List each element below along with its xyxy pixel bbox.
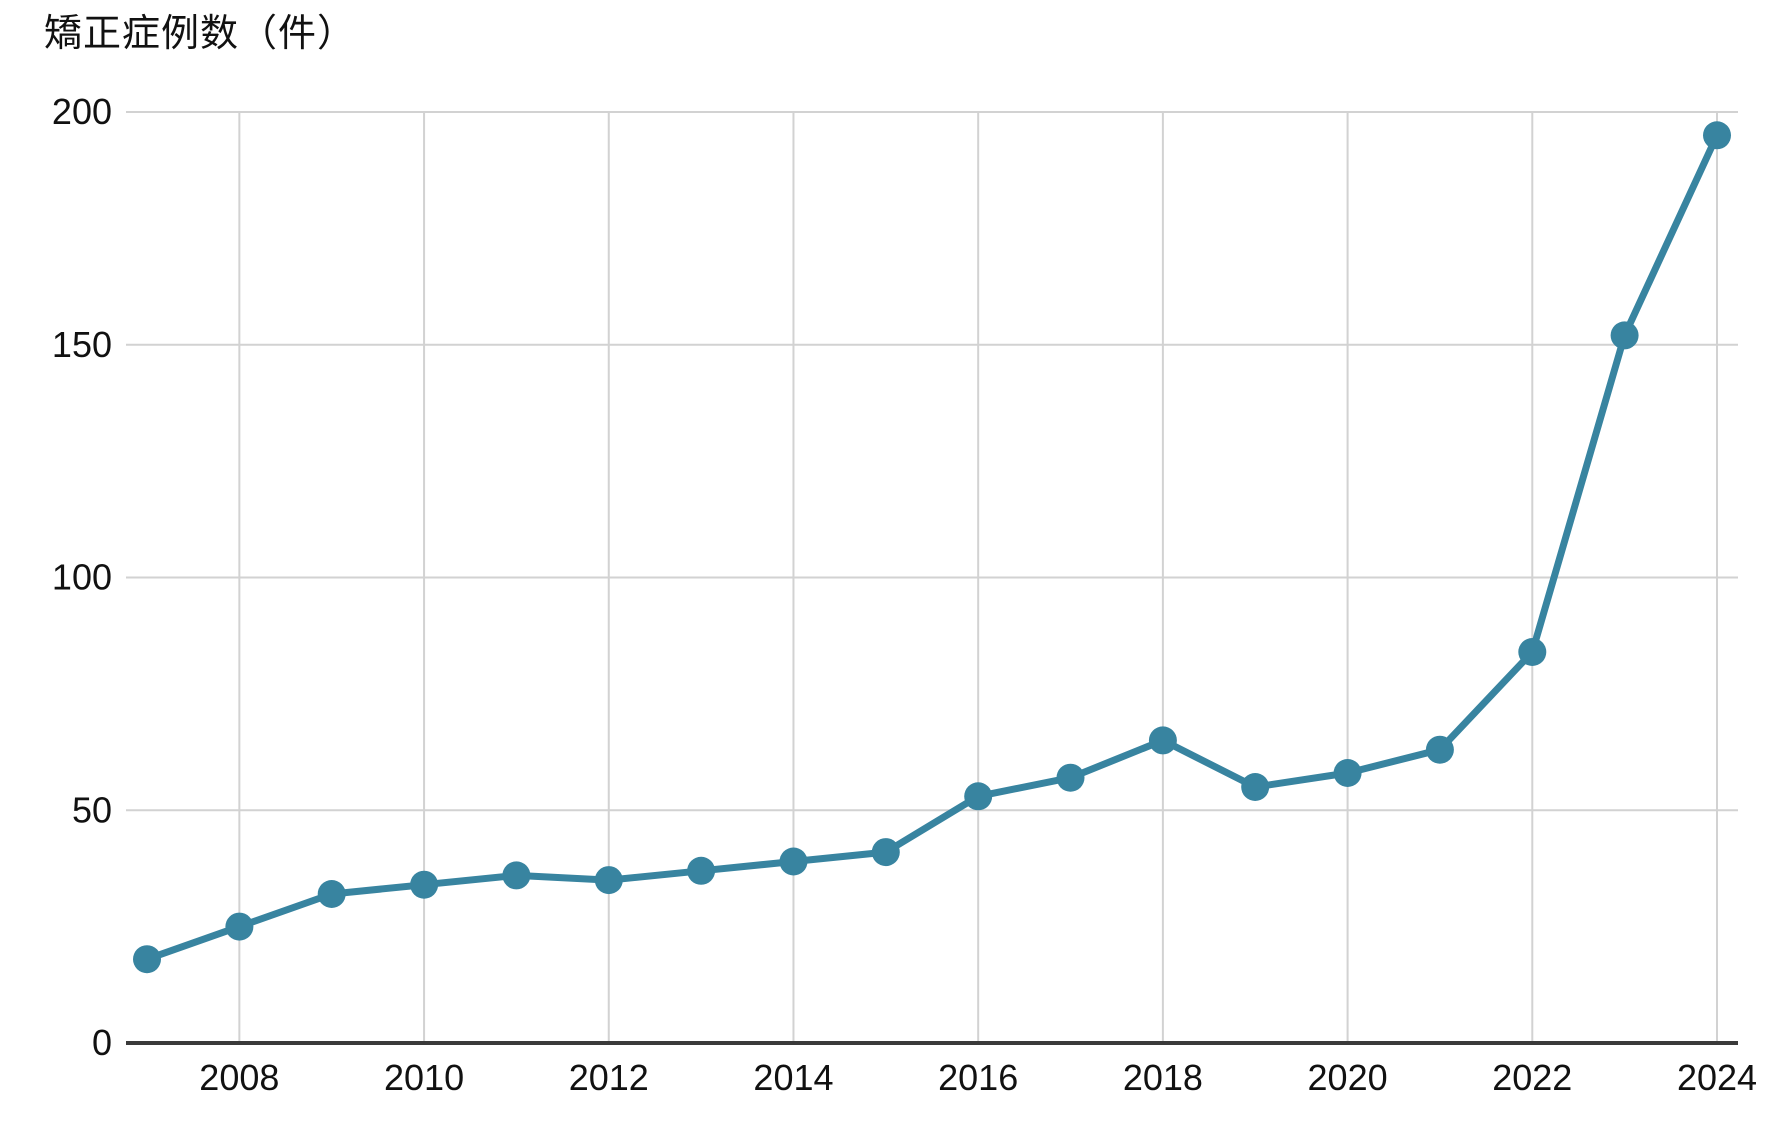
data-point-2013 (687, 856, 716, 885)
y-tick-label-100: 100 (52, 557, 112, 598)
data-point-2014 (779, 847, 808, 876)
data-point-2008 (225, 912, 254, 941)
x-tick-label-2012: 2012 (569, 1057, 649, 1098)
x-tick-label-2022: 2022 (1492, 1057, 1572, 1098)
x-tick-label-2018: 2018 (1123, 1057, 1203, 1098)
data-point-2020 (1333, 759, 1362, 787)
data-point-2018 (1148, 726, 1177, 755)
data-point-2012 (594, 866, 623, 895)
y-tick-label-200: 200 (52, 91, 112, 132)
data-point-2021 (1425, 735, 1454, 764)
x-tick-label-2008: 2008 (199, 1057, 279, 1098)
data-point-2022 (1518, 638, 1547, 666)
y-tick-label-50: 50 (72, 789, 112, 830)
data-point-2015 (871, 838, 900, 867)
chart-title: 矯正症例数（件） (44, 13, 357, 55)
x-tick-label-2024: 2024 (1677, 1057, 1757, 1098)
data-point-2010 (410, 870, 439, 899)
y-tick-label-150: 150 (52, 324, 112, 365)
data-point-2023 (1610, 321, 1639, 350)
x-tick-label-2014: 2014 (753, 1057, 833, 1098)
data-point-2024 (1703, 121, 1731, 150)
data-point-2007 (133, 945, 161, 974)
x-tick-label-2016: 2016 (938, 1057, 1018, 1098)
data-point-2016 (964, 782, 993, 811)
data-point-2019 (1241, 773, 1270, 801)
data-point-2017 (1056, 763, 1085, 792)
y-tick-label-0: 0 (92, 1022, 112, 1063)
x-tick-label-2020: 2020 (1308, 1057, 1388, 1098)
x-tick-label-2010: 2010 (384, 1057, 464, 1098)
series-line (143, 131, 1721, 963)
data-point-2009 (317, 880, 346, 908)
data-point-2011 (502, 861, 531, 890)
